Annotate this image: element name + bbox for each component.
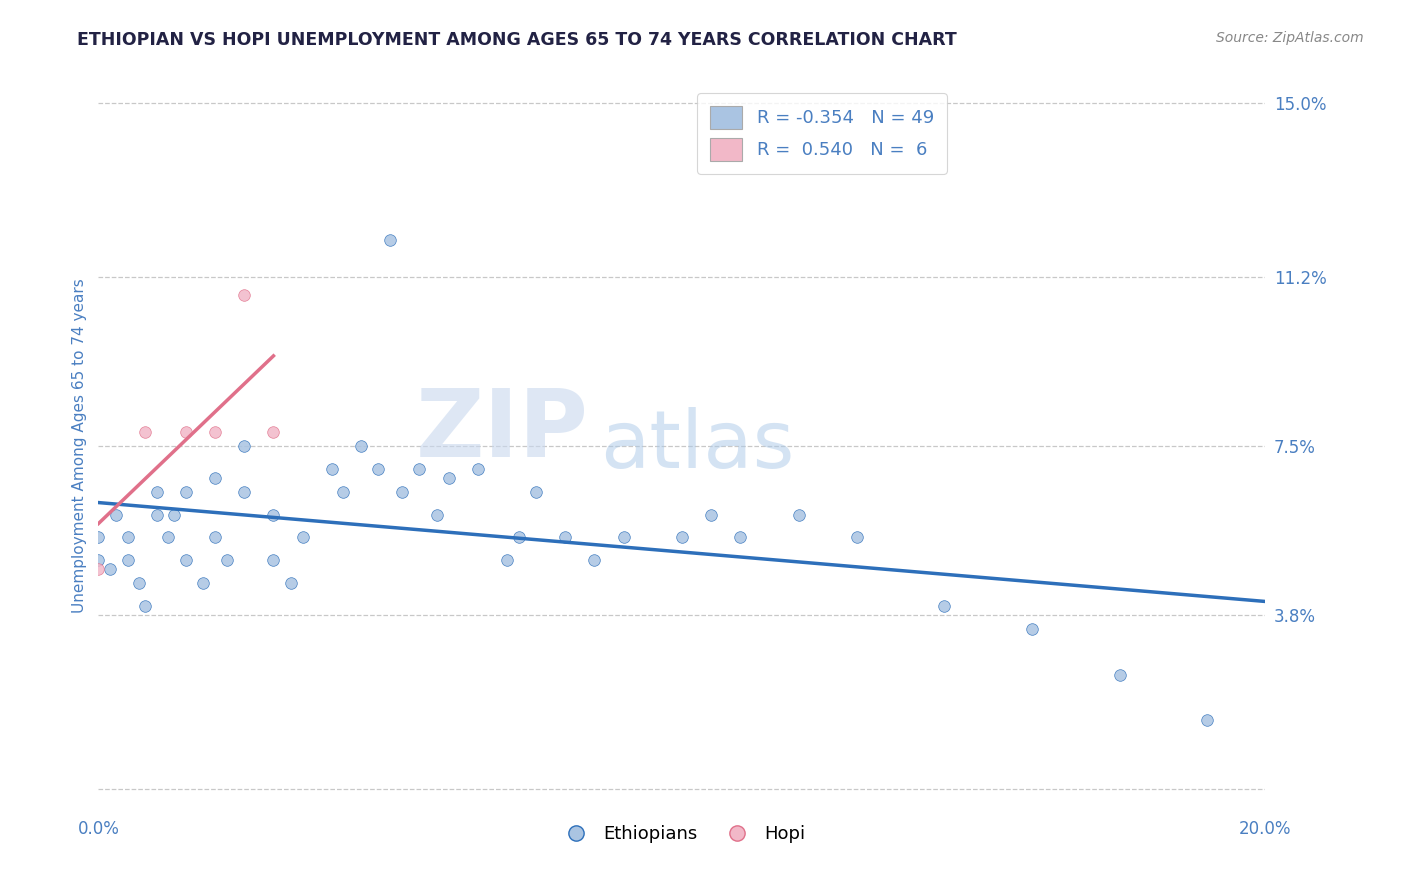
Point: [391, 484, 413, 499]
Point: [98, 562, 121, 576]
Point: [280, 576, 302, 591]
Point: [262, 425, 284, 440]
Point: [215, 553, 238, 567]
Point: [671, 530, 693, 544]
Point: [496, 553, 519, 567]
Point: [730, 530, 752, 544]
Point: [1021, 622, 1043, 636]
Text: ZIP: ZIP: [416, 385, 589, 477]
Point: [233, 288, 256, 302]
Point: [146, 508, 169, 522]
Point: [233, 439, 256, 453]
Point: [174, 484, 197, 499]
Point: [262, 508, 284, 522]
Point: [367, 462, 389, 476]
Point: [204, 425, 226, 440]
Point: [134, 599, 156, 613]
Point: [332, 484, 354, 499]
Point: [437, 471, 460, 485]
Point: [204, 471, 226, 485]
Point: [157, 530, 180, 544]
Point: [174, 553, 197, 567]
Point: [350, 439, 373, 453]
Point: [163, 508, 186, 522]
Point: [467, 462, 489, 476]
Point: [204, 530, 226, 544]
Point: [1195, 714, 1218, 728]
Point: [233, 484, 256, 499]
Point: [117, 530, 139, 544]
Point: [262, 553, 284, 567]
Point: [380, 233, 402, 247]
Point: [524, 484, 547, 499]
Point: [321, 462, 343, 476]
Point: [700, 508, 723, 522]
Text: atlas: atlas: [600, 407, 794, 485]
Point: [508, 530, 530, 544]
Point: [291, 530, 314, 544]
Point: [128, 576, 150, 591]
Point: [846, 530, 869, 544]
Point: [426, 508, 449, 522]
Point: [87, 562, 110, 576]
Y-axis label: Unemployment Among Ages 65 to 74 years: Unemployment Among Ages 65 to 74 years: [72, 278, 87, 614]
Point: [1108, 667, 1130, 681]
Point: [87, 553, 110, 567]
Point: [583, 553, 606, 567]
Point: [554, 530, 576, 544]
Point: [117, 553, 139, 567]
Point: [193, 576, 215, 591]
Point: [174, 425, 197, 440]
Point: [934, 599, 956, 613]
Point: [612, 530, 634, 544]
Point: [87, 530, 110, 544]
Point: [408, 462, 430, 476]
Point: [134, 425, 156, 440]
Text: ETHIOPIAN VS HOPI UNEMPLOYMENT AMONG AGES 65 TO 74 YEARS CORRELATION CHART: ETHIOPIAN VS HOPI UNEMPLOYMENT AMONG AGE…: [77, 31, 957, 49]
Point: [104, 508, 127, 522]
Legend: Ethiopians, Hopi: Ethiopians, Hopi: [551, 818, 813, 850]
Text: Source: ZipAtlas.com: Source: ZipAtlas.com: [1216, 31, 1364, 45]
Point: [146, 484, 169, 499]
Point: [787, 508, 810, 522]
